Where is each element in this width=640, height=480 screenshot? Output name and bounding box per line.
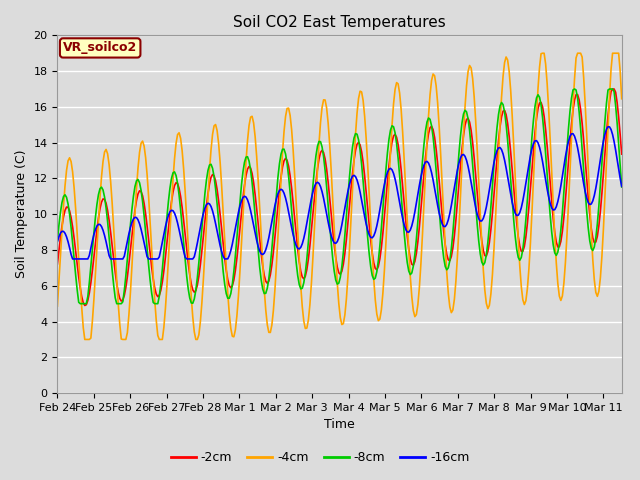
Legend: -2cm, -4cm, -8cm, -16cm: -2cm, -4cm, -8cm, -16cm [166,446,474,469]
X-axis label: Time: Time [324,419,355,432]
Y-axis label: Soil Temperature (C): Soil Temperature (C) [15,150,28,278]
Text: VR_soilco2: VR_soilco2 [63,41,138,54]
Title: Soil CO2 East Temperatures: Soil CO2 East Temperatures [233,15,446,30]
